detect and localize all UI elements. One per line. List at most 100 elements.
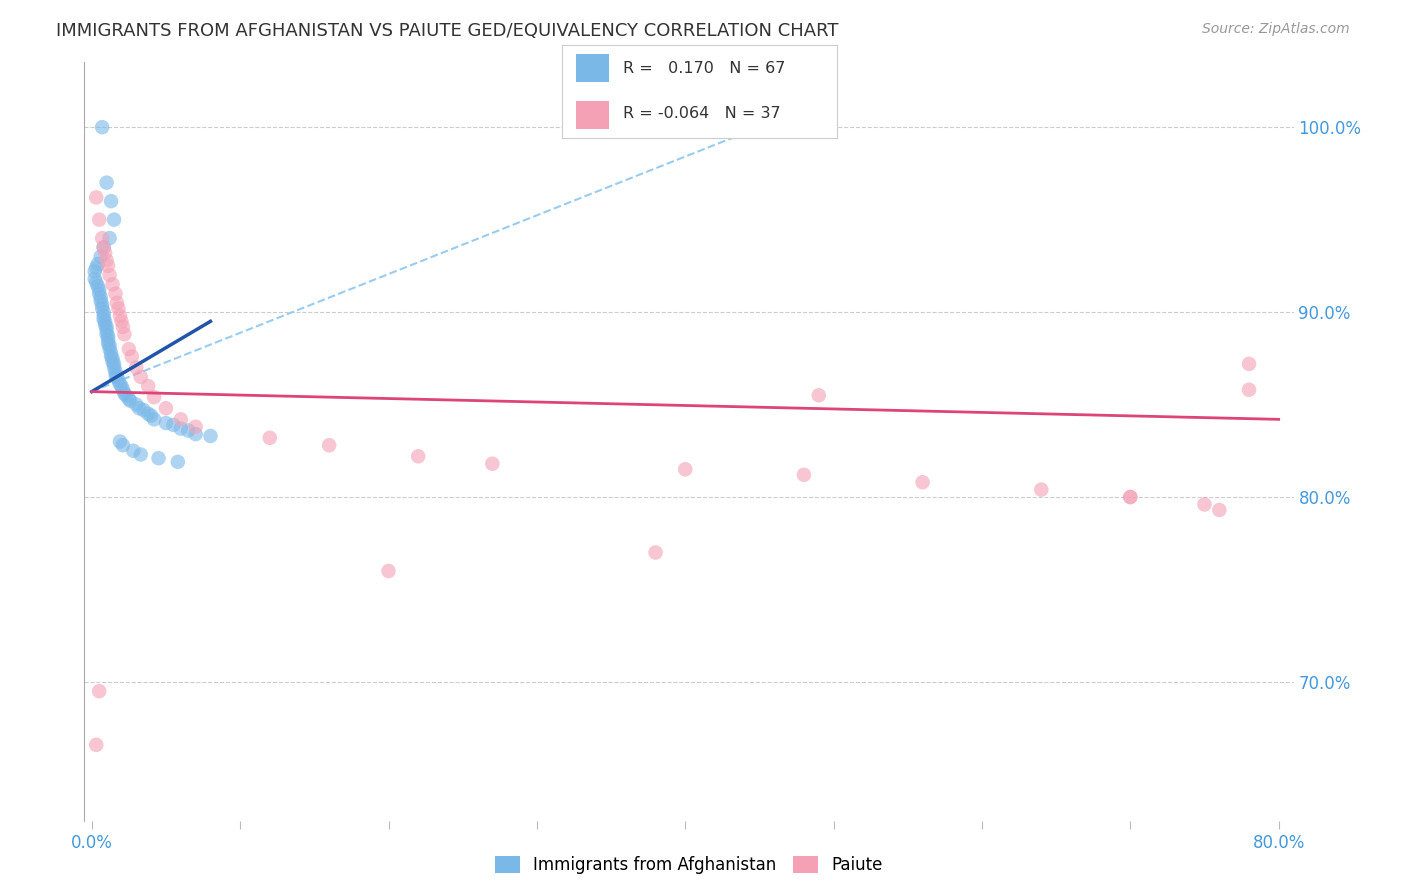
Point	[132, 403, 155, 417]
Point	[101, 351, 124, 366]
Point	[1237, 357, 1260, 371]
Point	[93, 309, 115, 323]
Point	[98, 338, 121, 352]
Point	[84, 738, 107, 752]
Point	[104, 286, 127, 301]
Point	[129, 369, 152, 384]
Point	[1031, 483, 1053, 497]
Point	[1237, 383, 1260, 397]
Point	[118, 392, 141, 406]
Point	[111, 438, 134, 452]
Point	[96, 319, 118, 334]
Point	[93, 240, 115, 254]
Point	[90, 290, 112, 304]
Point	[481, 457, 503, 471]
Point	[121, 350, 143, 364]
Point	[155, 416, 177, 430]
Point	[166, 455, 188, 469]
Point	[1208, 503, 1230, 517]
Point	[107, 374, 129, 388]
Point	[103, 357, 125, 371]
Point	[120, 393, 142, 408]
Point	[155, 401, 177, 416]
Point	[111, 319, 134, 334]
Point	[112, 386, 135, 401]
Point	[101, 355, 124, 369]
Point	[136, 407, 159, 421]
Point	[1194, 497, 1216, 511]
Point	[105, 296, 128, 310]
Point	[103, 360, 125, 375]
Point	[84, 190, 107, 204]
Point	[104, 364, 127, 378]
Point	[101, 277, 124, 292]
Point	[125, 398, 148, 412]
Point	[377, 564, 399, 578]
Point	[98, 342, 121, 356]
Point	[108, 377, 131, 392]
Point	[97, 259, 120, 273]
Point	[1119, 490, 1142, 504]
Point	[86, 257, 108, 271]
Point	[100, 194, 122, 208]
Point	[318, 438, 340, 452]
Point	[91, 231, 114, 245]
Text: R =   0.170   N = 67: R = 0.170 N = 67	[623, 61, 785, 76]
Point	[793, 467, 815, 482]
Point	[112, 327, 135, 342]
Point	[93, 305, 115, 319]
Point	[84, 276, 107, 290]
Text: Source: ZipAtlas.com: Source: ZipAtlas.com	[1202, 22, 1350, 37]
Point	[104, 368, 127, 382]
Point	[200, 429, 222, 443]
Point	[807, 388, 830, 402]
Bar	[576, 54, 609, 82]
Point	[162, 417, 184, 432]
Point	[103, 212, 125, 227]
Point	[94, 314, 117, 328]
Point	[108, 434, 131, 449]
Text: IMMIGRANTS FROM AFGHANISTAN VS PAIUTE GED/EQUIVALENCY CORRELATION CHART: IMMIGRANTS FROM AFGHANISTAN VS PAIUTE GE…	[56, 22, 839, 40]
Point	[89, 684, 111, 698]
Point	[1119, 490, 1142, 504]
Point	[184, 419, 207, 434]
Point	[111, 383, 134, 397]
Point	[96, 176, 118, 190]
Point	[911, 475, 934, 490]
Point	[98, 268, 121, 282]
Point	[94, 318, 117, 332]
Point	[94, 246, 117, 260]
Point	[644, 545, 666, 559]
Point	[107, 301, 129, 316]
Point	[148, 451, 170, 466]
Point	[110, 314, 132, 328]
Point	[83, 264, 105, 278]
Point	[108, 309, 131, 323]
Point	[83, 272, 105, 286]
Point	[97, 329, 120, 343]
Point	[91, 301, 114, 316]
Point	[91, 298, 114, 312]
Point	[125, 360, 148, 375]
Point	[128, 401, 150, 416]
Point	[184, 427, 207, 442]
Point	[143, 390, 166, 404]
Point	[98, 231, 121, 245]
Point	[122, 443, 145, 458]
Point	[115, 388, 138, 402]
Point	[139, 409, 162, 423]
Point	[406, 450, 429, 464]
Point	[105, 369, 128, 384]
Point	[97, 333, 120, 347]
Point	[90, 250, 112, 264]
Point	[136, 379, 159, 393]
Point	[100, 345, 122, 359]
Point	[96, 327, 118, 342]
Point	[86, 279, 108, 293]
Point	[96, 253, 118, 268]
Point	[89, 212, 111, 227]
Point	[100, 350, 122, 364]
Point	[97, 336, 120, 351]
Point	[673, 462, 696, 476]
Point	[93, 312, 115, 326]
